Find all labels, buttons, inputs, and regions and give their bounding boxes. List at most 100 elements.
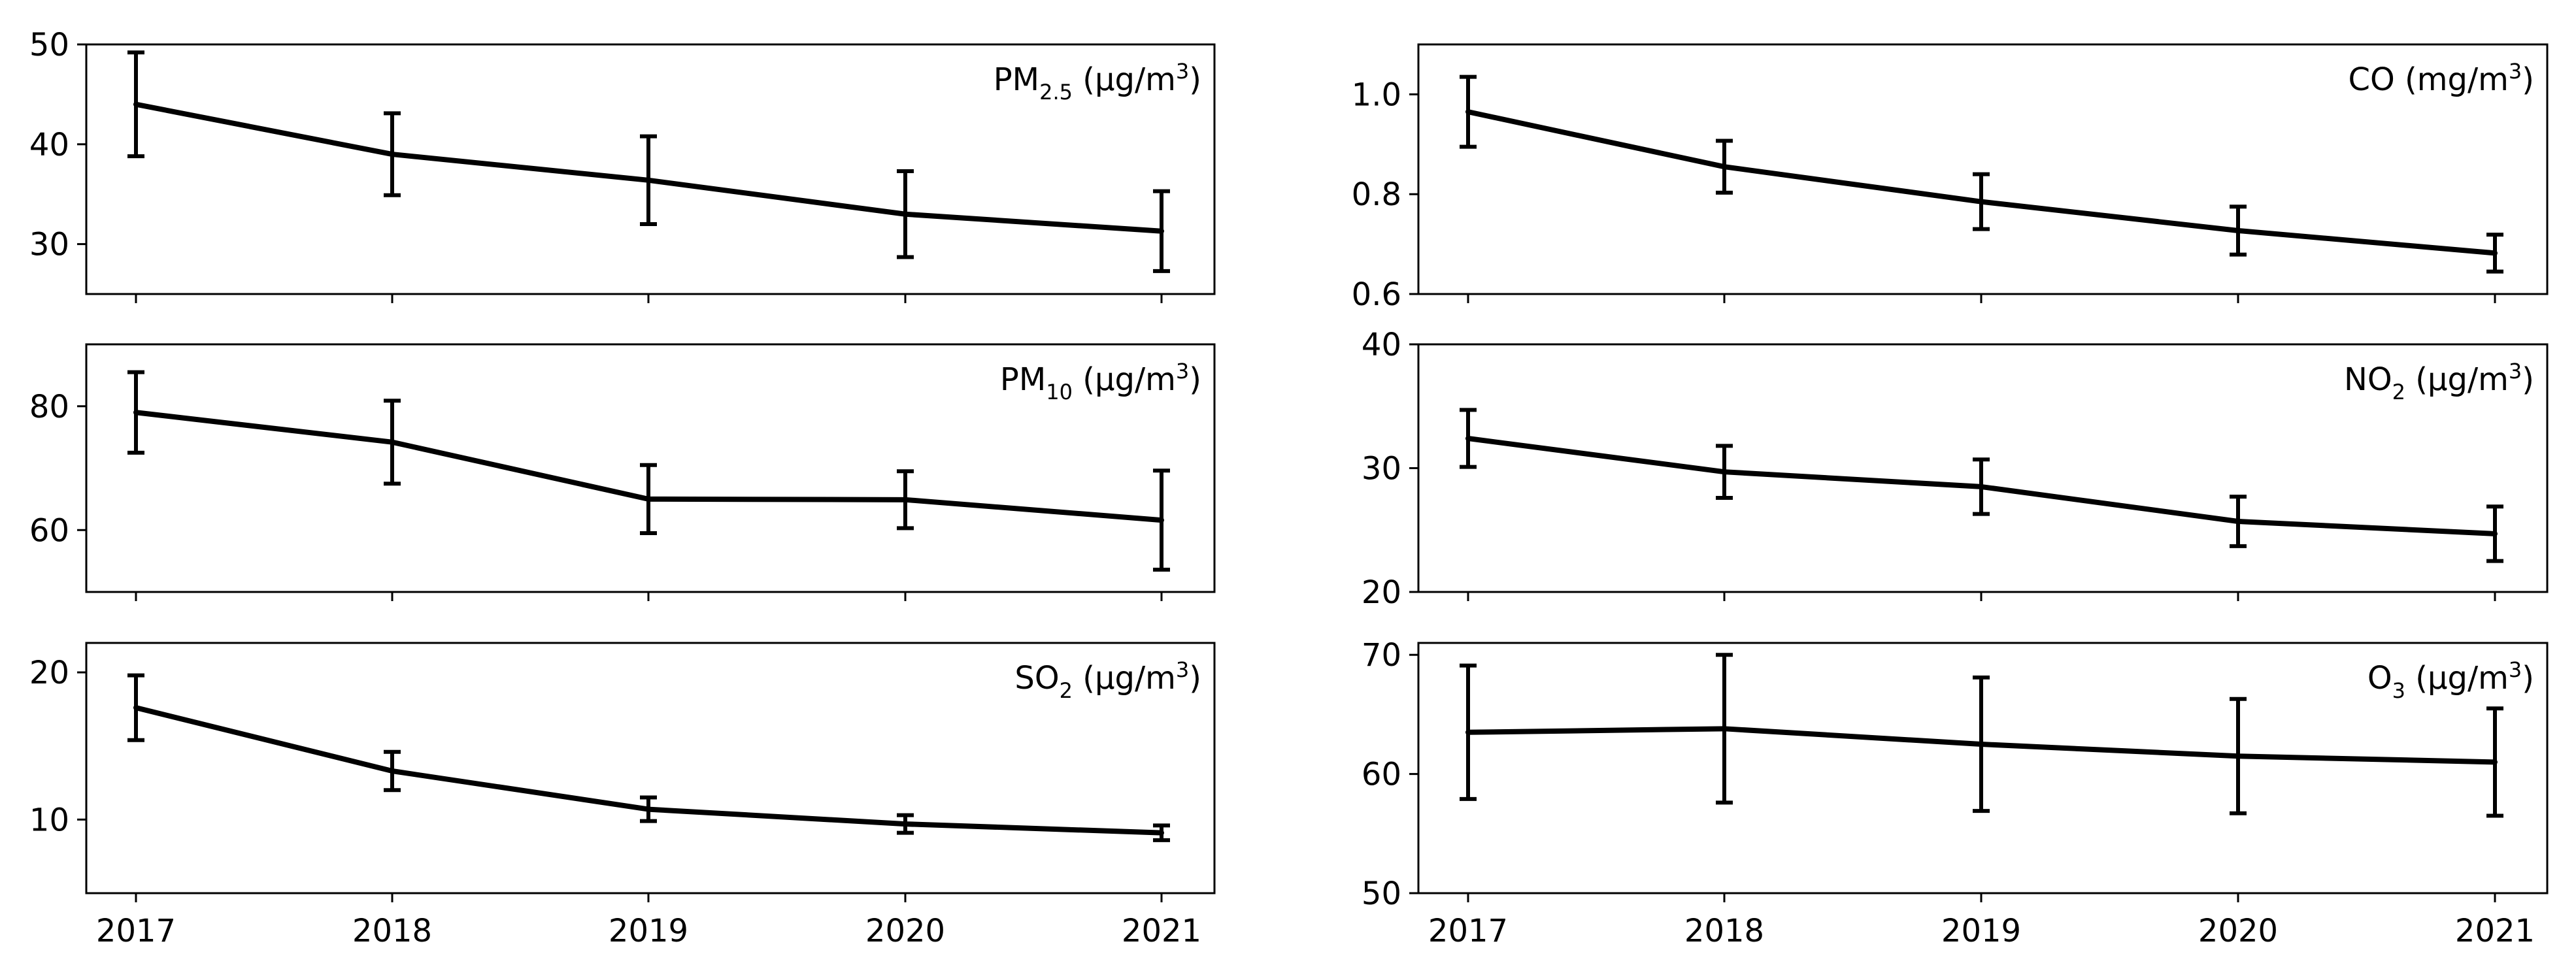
panel-title-part: ) <box>2522 61 2534 98</box>
panel-title-part: ) <box>2522 660 2534 697</box>
panel-1: 30 40 50 PM2.5 (µg/m3) <box>29 27 1216 303</box>
x-tick-label: 2018 <box>352 913 432 949</box>
panel-title-part: 3 <box>1176 657 1189 682</box>
error-bar <box>2486 233 2503 274</box>
y-tick-label: 20 <box>29 655 69 691</box>
error-bar <box>1153 468 1170 572</box>
panel-4: 0.6 0.8 1.0 CO (mg/m3) <box>1352 43 2549 313</box>
panel-title-part: 2 <box>1060 678 1073 703</box>
error-bar <box>1973 675 1990 813</box>
panel-title-part: PM <box>1000 361 1046 398</box>
x-tick-label: 2020 <box>2198 913 2278 949</box>
panel-5: 20 30 40 NO2 (µg/m3) <box>1362 327 2549 611</box>
x-tick-label: 2021 <box>1122 913 1201 949</box>
error-bar <box>1716 653 1733 805</box>
panel-title-part: 10 <box>1046 380 1073 404</box>
y-tick-label: 50 <box>29 27 69 63</box>
error-bar <box>1716 444 1733 500</box>
panel-frame <box>1417 642 2549 894</box>
panel-title-part: PM <box>994 61 1039 98</box>
y-tick-label: 20 <box>1362 574 1401 611</box>
error-bar <box>384 399 401 486</box>
panel-2: 60 80 PM10 (µg/m3) <box>29 343 1216 601</box>
y-tick-label: 1.0 <box>1352 76 1401 113</box>
panel-title-part: CO (mg/m <box>2348 61 2508 98</box>
y-tick-label: 0.8 <box>1352 176 1401 213</box>
panel-title: NO2 (µg/m3) <box>2344 359 2534 404</box>
y-tick-label: 60 <box>1362 757 1401 793</box>
error-bar <box>1460 408 1477 469</box>
error-bar <box>2230 495 2247 548</box>
panel-title-part: 3 <box>2509 359 2522 384</box>
error-bar <box>1460 663 1477 801</box>
panel-title-part: 3 <box>2392 678 2405 703</box>
y-tick-label: 50 <box>1362 876 1401 912</box>
panel-title-part: NO <box>2344 361 2392 398</box>
error-bar <box>640 795 657 823</box>
error-bar <box>127 370 144 455</box>
error-bar <box>384 749 401 793</box>
y-tick-label: 0.6 <box>1352 276 1401 313</box>
error-bar <box>640 134 657 227</box>
panel-title: O3 (µg/m3) <box>2367 657 2534 703</box>
error-bar <box>897 469 914 531</box>
panel-frame <box>85 43 1216 295</box>
y-tick-label: 40 <box>29 127 69 163</box>
panel-title: SO2 (µg/m3) <box>1014 657 1201 703</box>
x-tick-label: 2021 <box>2455 913 2535 949</box>
panel-title-part: O <box>2367 660 2392 697</box>
error-bar <box>897 169 914 259</box>
panel-title-part: 2.5 <box>1039 80 1073 105</box>
error-bar <box>127 50 144 159</box>
panel-title-part: ) <box>1189 61 1201 98</box>
y-tick-label: 70 <box>1362 637 1401 674</box>
x-tick-label: 2018 <box>1684 913 1764 949</box>
error-bar <box>1153 823 1170 842</box>
error-bar <box>1973 457 1990 516</box>
x-tick-label: 2019 <box>1941 913 2021 949</box>
error-bar <box>1153 189 1170 273</box>
panel-title-part: 3 <box>2509 59 2522 84</box>
panel-title-part: 3 <box>1176 59 1189 84</box>
x-tick-label: 2017 <box>96 913 176 949</box>
panel-title-part: (µg/m <box>1073 361 1176 398</box>
panel-3: 10 20 2017 2018 2019 2020 2021 SO2 (µg/m3) <box>29 642 1216 949</box>
y-tick-label: 30 <box>29 227 69 263</box>
panel-frame <box>1417 43 2549 295</box>
panel-title-part: (µg/m <box>1073 61 1176 98</box>
panel-title-part: 3 <box>2509 657 2522 682</box>
y-tick-label: 60 <box>29 512 69 549</box>
panel-title: PM2.5 (µg/m3) <box>994 59 1201 105</box>
error-bar <box>640 463 657 535</box>
x-tick-label: 2020 <box>865 913 945 949</box>
panel-title-part: (µg/m <box>2405 660 2509 697</box>
panel-frame <box>85 642 1216 894</box>
panel-title-part: ) <box>2522 361 2534 398</box>
panel-title-part: (µg/m <box>2405 361 2509 398</box>
error-bar <box>897 813 914 835</box>
error-bar <box>2486 504 2503 563</box>
error-bar <box>2230 205 2247 257</box>
panel-title-part: SO <box>1014 660 1059 697</box>
panel-title-part: ) <box>1189 660 1201 697</box>
error-bar <box>1716 139 1733 195</box>
error-bar <box>2486 706 2503 818</box>
panel-title-part: 2 <box>2392 380 2405 404</box>
y-tick-label: 40 <box>1362 327 1401 363</box>
error-bar <box>2230 697 2247 815</box>
panel-title: PM10 (µg/m3) <box>1000 359 1201 404</box>
error-bar <box>1460 74 1477 149</box>
y-tick-label: 80 <box>29 389 69 425</box>
error-bar <box>384 111 401 197</box>
error-bar <box>127 673 144 742</box>
error-bar <box>1973 172 1990 231</box>
panel-title-part: 3 <box>1176 359 1189 384</box>
panel-title-part: (µg/m <box>1073 660 1176 697</box>
y-tick-label: 30 <box>1362 451 1401 487</box>
panel-title-part: ) <box>1189 361 1201 398</box>
y-tick-label: 10 <box>29 802 69 838</box>
x-tick-label: 2017 <box>1428 913 1508 949</box>
panel-frame <box>85 343 1216 593</box>
